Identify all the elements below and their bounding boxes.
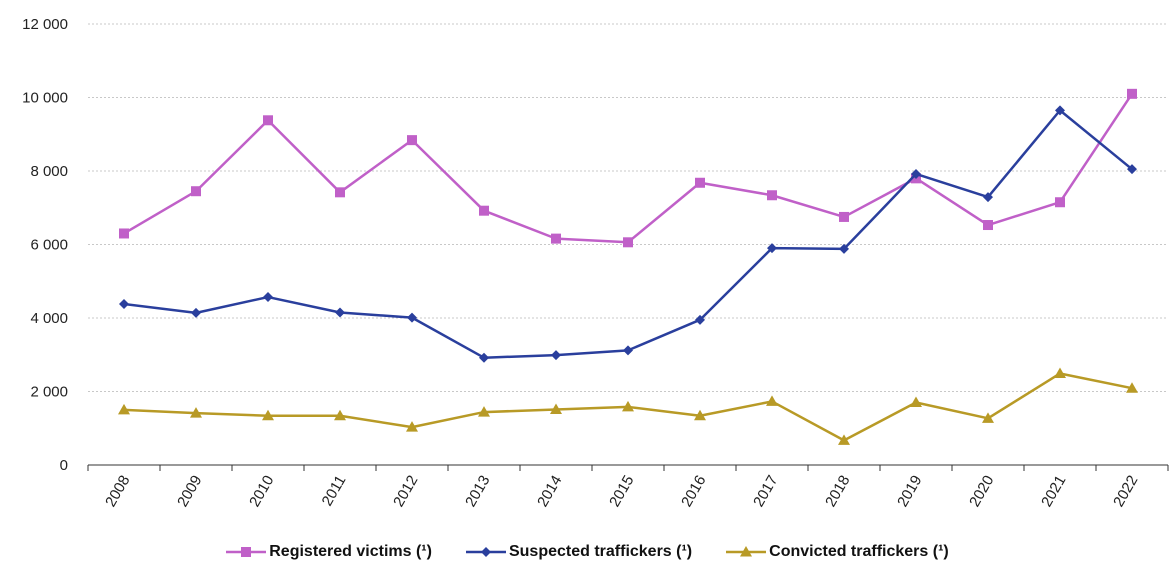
data-point-diamond [479, 352, 489, 363]
data-point-diamond [263, 292, 273, 303]
legend-item: Registered victims (¹) [226, 543, 432, 561]
data-point-diamond [407, 312, 417, 323]
chart-legend: Registered victims (¹) Suspected traffick… [0, 543, 1175, 561]
data-point-triangle [1126, 382, 1138, 393]
data-point-triangle [334, 409, 346, 421]
gridlines [88, 23, 1168, 392]
data-point-square [1127, 88, 1137, 99]
data-point-triangle [550, 403, 562, 415]
data-point-square [551, 233, 561, 244]
data-point-square [695, 177, 705, 188]
data-point-diamond [1127, 164, 1137, 175]
series-lines [118, 88, 1138, 445]
x-tick-label: 2015 [606, 473, 637, 510]
y-tick-label: 4 000 [30, 310, 68, 327]
data-point-diamond [695, 314, 705, 325]
legend-label: Registered victims (¹) [269, 543, 432, 560]
x-tick-label: 2019 [894, 473, 925, 510]
x-tick-label: 2013 [462, 473, 493, 510]
data-point-triangle [622, 400, 634, 412]
y-tick-label: 2 000 [30, 384, 68, 401]
series-2 [119, 105, 1137, 363]
series-line [123, 109, 1133, 359]
data-point-diamond [623, 345, 633, 356]
data-point-triangle [766, 395, 778, 406]
data-point-square [191, 186, 201, 197]
data-point-triangle [740, 546, 753, 557]
data-point-triangle [1054, 367, 1066, 378]
data-point-square [1055, 197, 1065, 208]
data-point-triangle [478, 406, 490, 417]
data-point-triangle [694, 409, 706, 421]
data-point-triangle [910, 396, 922, 408]
y-tick-label: 10 000 [22, 90, 68, 107]
data-point-diamond [983, 192, 993, 203]
data-point-triangle [190, 407, 202, 418]
series-line [123, 93, 1134, 244]
legend-label: Convicted traffickers (¹) [769, 543, 949, 560]
data-point-triangle [406, 421, 418, 432]
data-point-square [241, 547, 252, 557]
x-tick-label: 2021 [1038, 473, 1069, 510]
x-tick-label: 2011 [319, 473, 350, 509]
x-tick-label: 2010 [246, 473, 277, 510]
x-tick-label: 2014 [534, 473, 565, 510]
data-point-diamond [839, 243, 849, 254]
data-point-square [767, 190, 777, 201]
data-point-diamond [119, 299, 129, 310]
legend-label: Suspected traffickers (¹) [508, 543, 693, 560]
data-point-square [479, 205, 489, 216]
data-point-diamond [911, 168, 921, 179]
data-point-square [839, 211, 849, 222]
x-tick-label: 2009 [174, 473, 205, 510]
data-point-square [407, 135, 417, 146]
legend-swatch [465, 547, 506, 557]
y-tick-label: 6 000 [30, 237, 68, 254]
data-point-square [623, 237, 633, 248]
x-tick-label: 2020 [966, 473, 997, 510]
x-tick-label: 2012 [390, 473, 421, 510]
y-tick-label: 8 000 [30, 163, 68, 180]
legend-item: Suspected traffickers (¹) [465, 543, 693, 561]
data-point-square [335, 187, 345, 198]
y-tick-label: 12 000 [22, 16, 68, 33]
data-point-triangle [982, 412, 994, 423]
series-3 [118, 367, 1138, 445]
data-point-diamond [1055, 105, 1065, 116]
x-tick-label: 2016 [678, 473, 709, 510]
x-tick-label: 2018 [822, 473, 853, 510]
data-point-triangle [838, 434, 850, 445]
data-point-diamond [551, 350, 561, 361]
data-point-square [983, 220, 993, 231]
data-point-square [263, 115, 273, 126]
x-axis: 2008 2009 2010 2011 2012 2013 2014 2015 2016 2017… [87, 464, 1169, 510]
data-point-triangle [118, 403, 130, 415]
data-point-triangle [262, 409, 274, 421]
y-axis-ticks: 0 2 000 4 000 6 000 8 000 10 000 12 000 [22, 16, 68, 474]
data-point-diamond [480, 547, 491, 557]
series-1 [119, 88, 1137, 248]
x-tick-label: 2008 [102, 473, 133, 510]
x-tick-label: 2017 [750, 473, 781, 510]
data-point-square [119, 228, 129, 239]
data-point-diamond [335, 307, 345, 318]
data-point-diamond [767, 243, 777, 254]
x-tick-label: 2022 [1110, 473, 1141, 510]
data-point-diamond [191, 307, 201, 318]
legend-item: Convicted traffickers (¹) [726, 543, 949, 561]
y-tick-label: 0 [60, 457, 68, 474]
legend-swatch [226, 547, 267, 557]
legend-swatch [726, 546, 767, 557]
